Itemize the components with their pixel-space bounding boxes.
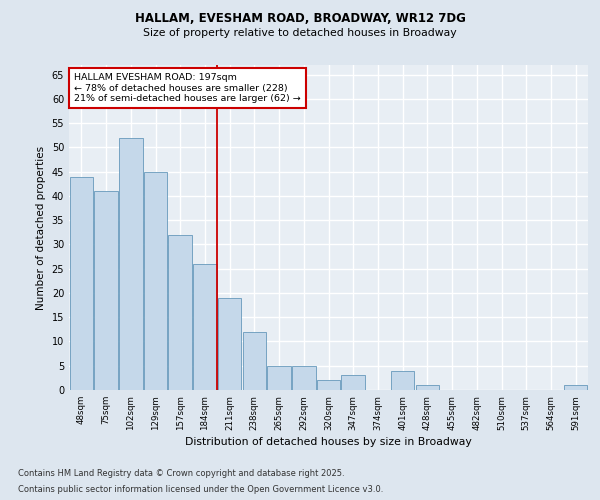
Bar [416,385,439,390]
Bar [144,172,167,390]
Bar [94,191,118,390]
Text: HALLAM, EVESHAM ROAD, BROADWAY, WR12 7DG: HALLAM, EVESHAM ROAD, BROADWAY, WR12 7DG [134,12,466,26]
Bar [242,332,266,390]
Text: Size of property relative to detached houses in Broadway: Size of property relative to detached ho… [143,28,457,38]
Y-axis label: Number of detached properties: Number of detached properties [36,146,46,310]
Bar [292,366,316,390]
Bar [341,376,365,390]
Bar [169,235,192,390]
Bar [391,370,415,390]
Bar [218,298,241,390]
Text: Contains HM Land Registry data © Crown copyright and database right 2025.: Contains HM Land Registry data © Crown c… [18,468,344,477]
Text: Contains public sector information licensed under the Open Government Licence v3: Contains public sector information licen… [18,485,383,494]
Bar [119,138,143,390]
Text: HALLAM EVESHAM ROAD: 197sqm
← 78% of detached houses are smaller (228)
21% of se: HALLAM EVESHAM ROAD: 197sqm ← 78% of det… [74,73,301,103]
X-axis label: Distribution of detached houses by size in Broadway: Distribution of detached houses by size … [185,436,472,446]
Bar [268,366,291,390]
Bar [193,264,217,390]
Bar [564,385,587,390]
Bar [317,380,340,390]
Bar [70,176,93,390]
